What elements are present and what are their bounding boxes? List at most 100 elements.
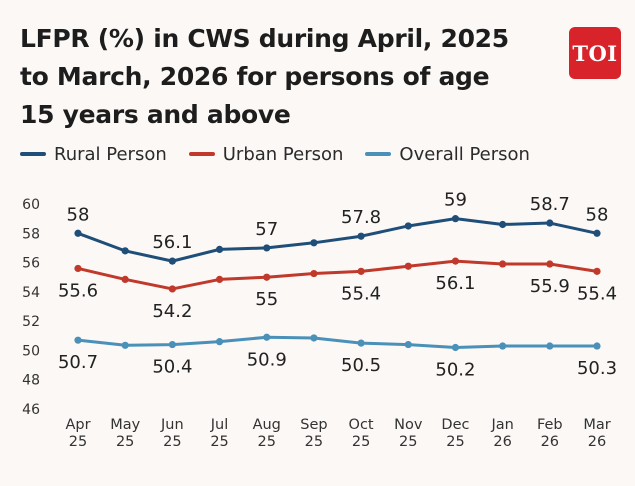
data-point: [263, 333, 271, 341]
data-label: 57: [255, 219, 278, 240]
data-label: 55.6: [58, 280, 98, 301]
x-tick-label-year: 25: [69, 434, 87, 450]
toi-logo: TOI: [569, 27, 621, 79]
data-label: 56.1: [435, 273, 475, 294]
data-point: [215, 275, 224, 284]
data-point: [215, 245, 224, 253]
x-tick-label: Apr: [65, 417, 90, 433]
data-label: 50.3: [577, 358, 617, 379]
data-label: 55.4: [341, 283, 381, 304]
x-tick-label-year: 25: [258, 434, 276, 450]
x-tick-label-year: 26: [493, 434, 511, 450]
legend-swatch-rural: [20, 152, 46, 156]
data-label: 58: [67, 204, 90, 225]
data-point: [74, 264, 82, 273]
y-tick-label: 48: [22, 373, 40, 389]
data-label: 55: [255, 289, 278, 310]
chart-legend: Rural Person Urban Person Overall Person: [20, 141, 552, 167]
data-label: 55.4: [577, 283, 617, 304]
data-point: [546, 342, 554, 350]
x-tick-label-year: 26: [541, 434, 559, 450]
data-point: [499, 260, 507, 268]
legend-swatch-overall: [365, 152, 392, 156]
x-tick-label: Oct: [349, 417, 374, 433]
data-label: 58: [586, 204, 609, 225]
data-label: 57.8: [341, 207, 381, 228]
x-tick-label-year: 25: [305, 434, 323, 450]
data-point: [121, 275, 129, 284]
data-point: [546, 219, 554, 227]
series-line-rural-person: [76, 217, 599, 263]
data-point: [310, 239, 318, 247]
data-point: [451, 215, 460, 223]
chart-title-line-1: LFPR (%) in CWS during April, 2025: [20, 24, 509, 53]
data-point: [310, 334, 318, 342]
legend-item-urban: Urban Person: [188, 143, 344, 165]
x-tick-label: Nov: [394, 417, 423, 433]
series-line-urban-person: [76, 259, 599, 291]
data-point: [74, 229, 82, 237]
x-tick-label: May: [110, 417, 140, 433]
data-point: [499, 342, 507, 350]
data-point: [74, 336, 82, 344]
data-point: [451, 343, 460, 352]
data-point: [263, 273, 271, 281]
x-tick-label-year: 25: [210, 434, 228, 450]
data-point: [404, 222, 412, 230]
data-point: [310, 269, 318, 278]
data-point: [168, 285, 176, 293]
data-label: 50.2: [435, 360, 475, 381]
y-tick-label: 60: [22, 197, 40, 213]
data-label: 58.7: [530, 194, 570, 215]
data-point: [357, 267, 365, 275]
data-point: [168, 340, 176, 349]
x-tick-label-year: 25: [352, 434, 370, 450]
legend-label-overall: Overall Person: [399, 143, 530, 165]
x-tick-label: Dec: [441, 417, 469, 433]
data-point: [215, 338, 224, 346]
data-label: 50.9: [247, 349, 287, 370]
data-label: 50.7: [58, 352, 98, 373]
data-point: [546, 260, 554, 268]
y-tick-label: 56: [22, 256, 40, 272]
y-tick-label: 50: [22, 343, 40, 359]
data-point: [357, 339, 365, 347]
x-tick-label-year: 26: [588, 434, 606, 450]
x-tick-label-year: 25: [399, 434, 417, 450]
data-point: [499, 220, 507, 229]
y-tick-label: 46: [22, 402, 40, 418]
chart-title-line-2: to March, 2026 for persons of age: [20, 62, 490, 91]
x-tick-label: Feb: [537, 417, 563, 433]
data-point: [593, 267, 601, 275]
x-tick-label: Sep: [300, 417, 327, 433]
x-tick-label: Mar: [583, 417, 610, 433]
legend-label-rural: Rural Person: [54, 143, 167, 165]
data-point: [121, 341, 129, 349]
data-label: 50.4: [152, 357, 192, 378]
data-point: [404, 262, 412, 270]
data-point: [357, 232, 365, 240]
legend-swatch-urban: [188, 152, 215, 156]
data-point: [404, 340, 412, 349]
data-point: [451, 257, 460, 265]
data-label: 56.1: [152, 232, 192, 253]
data-point: [168, 257, 176, 265]
chart-title: LFPR (%) in CWS during April, 2025 to Ma…: [20, 20, 540, 134]
data-point: [121, 247, 129, 255]
y-tick-label: 52: [22, 314, 40, 330]
x-tick-label-year: 25: [116, 434, 134, 450]
toi-logo-text: TOI: [572, 40, 618, 66]
x-tick-label: Jun: [160, 417, 184, 433]
legend-label-urban: Urban Person: [222, 143, 344, 165]
y-tick-label: 58: [22, 226, 40, 242]
data-point: [593, 229, 601, 237]
x-tick-label: Jan: [490, 417, 513, 433]
legend-item-rural: Rural Person: [20, 144, 167, 165]
y-tick-label: 54: [22, 285, 40, 301]
data-label: 54.2: [152, 301, 192, 322]
series-line-overall-person: [76, 335, 599, 349]
data-point: [593, 342, 601, 350]
x-tick-label-year: 25: [446, 434, 464, 450]
data-point: [263, 244, 271, 252]
